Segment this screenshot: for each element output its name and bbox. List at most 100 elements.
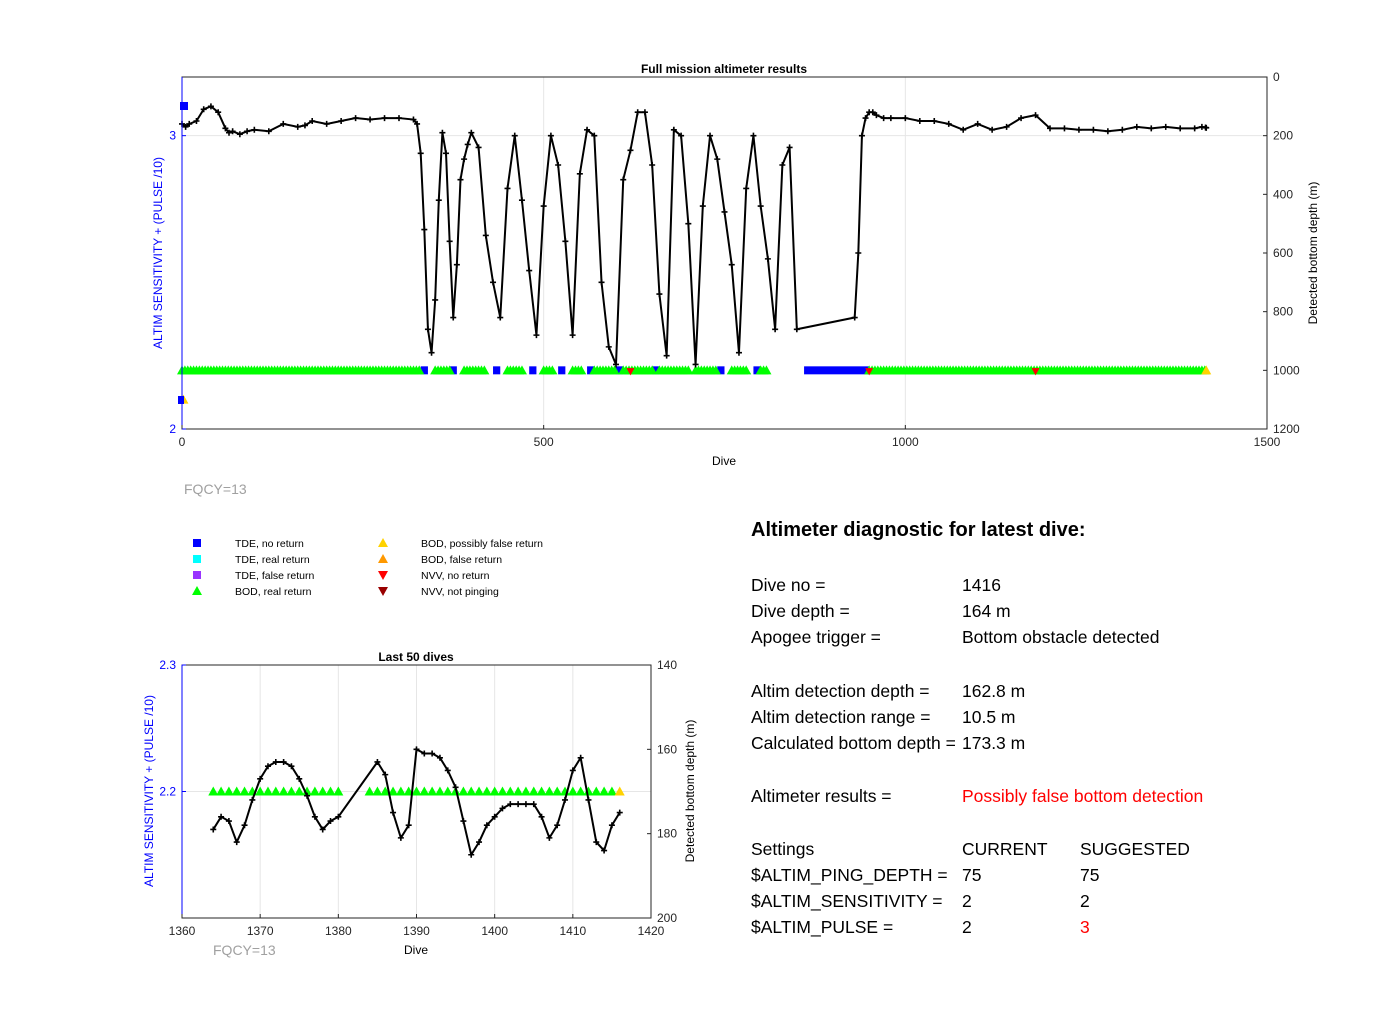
depth-point xyxy=(862,115,869,122)
y2-tick-label: 800 xyxy=(1273,305,1293,319)
depth-point xyxy=(714,156,721,163)
depth-point xyxy=(323,120,330,127)
depth-point xyxy=(249,796,256,803)
depth-point xyxy=(301,122,308,129)
y2-tick-label: 1000 xyxy=(1273,363,1300,377)
legend-marker xyxy=(378,571,388,580)
depth-point xyxy=(413,746,420,753)
depth-point xyxy=(491,813,498,820)
dive-depth-value: 164 m xyxy=(962,601,1011,621)
calc-depth-value: 173.3 m xyxy=(962,733,1026,753)
legend-marker xyxy=(192,586,202,595)
bottom-y-axis-label: ALTIM SENSITIVITY + (PULSE /10) xyxy=(142,695,156,887)
diagnostic-title: Altimeter diagnostic for latest dive: xyxy=(751,519,1086,541)
bod-real-return-marker xyxy=(458,786,469,796)
depth-point xyxy=(1191,125,1198,132)
bod-real-return-marker xyxy=(427,786,438,796)
depth-point xyxy=(692,361,699,368)
depth-point xyxy=(591,132,598,139)
bod-real-return-marker xyxy=(567,786,578,796)
bod-real-return-marker xyxy=(231,786,242,796)
bod-real-return-marker xyxy=(317,786,328,796)
legend-label: NVV, not pinging xyxy=(421,586,499,598)
depth-point xyxy=(504,185,511,192)
depth-point xyxy=(374,758,381,765)
depth-line xyxy=(181,105,1207,365)
tde-no-return-marker xyxy=(178,396,184,404)
tde-no-return-marker xyxy=(753,366,761,375)
depth-point xyxy=(468,851,475,858)
bod-real-return-marker xyxy=(481,786,492,796)
top-y-axis-label: ALTIM SENSITIVITY + (PULSE /10) xyxy=(151,157,165,349)
legend-marker xyxy=(378,538,388,547)
apogee-value: Bottom obstacle detected xyxy=(962,627,1160,647)
setting-suggested: 2 xyxy=(1080,891,1090,911)
legend-label: BOD, real return xyxy=(235,586,312,598)
depth-point xyxy=(1018,115,1025,122)
depth-point xyxy=(616,809,623,816)
depth-point xyxy=(728,261,735,268)
top-depth-line xyxy=(179,103,1210,368)
depth-point xyxy=(244,128,251,135)
results-label: Altimeter results = xyxy=(751,786,892,806)
x-tick-label: 0 xyxy=(179,435,186,449)
nvv-no-return-marker xyxy=(865,368,874,376)
depth-point xyxy=(931,118,938,124)
depth-point xyxy=(424,326,431,333)
tde-no-return-marker xyxy=(717,366,725,375)
setting-suggested-changed: 3 xyxy=(1080,917,1090,937)
depth-point xyxy=(873,112,880,119)
tde-no-return-marker xyxy=(804,366,870,375)
depth-point xyxy=(499,805,506,812)
depth-point xyxy=(649,162,656,168)
depth-point xyxy=(547,132,554,139)
depth-point xyxy=(475,144,482,151)
depth-point xyxy=(764,255,771,262)
depth-point xyxy=(1148,125,1155,132)
depth-point xyxy=(381,115,388,122)
y-tick-label: 2.3 xyxy=(159,658,176,672)
top-plot-frame xyxy=(181,76,1268,430)
depth-point xyxy=(685,220,692,227)
depth-point xyxy=(699,203,706,210)
depth-point xyxy=(414,120,421,127)
depth-point xyxy=(468,129,475,136)
bod-real-return-marker xyxy=(434,786,445,796)
setting-name: $ALTIM_PING_DEPTH = xyxy=(751,865,948,885)
bod-real-return-marker xyxy=(591,786,602,796)
tde-no-return-marker xyxy=(449,366,457,375)
setting-suggested: 75 xyxy=(1080,865,1100,885)
bod-real-return-marker xyxy=(294,786,305,796)
depth-point xyxy=(605,343,612,350)
bod-real-return-marker xyxy=(325,786,336,796)
depth-point xyxy=(280,758,287,765)
setting-current: 75 xyxy=(962,865,982,885)
depth-point xyxy=(735,349,742,356)
depth-point xyxy=(584,126,591,133)
bod-real-return-marker xyxy=(380,786,391,796)
depth-point xyxy=(222,125,229,132)
depth-point xyxy=(200,106,207,113)
tde-no-return-marker xyxy=(493,366,501,375)
depth-point xyxy=(656,291,663,298)
dive-depth-label: Dive depth = xyxy=(751,601,850,621)
depth-point xyxy=(1133,123,1140,130)
depth-point xyxy=(569,767,576,774)
depth-point xyxy=(1162,123,1169,130)
y-tick-label: 2 xyxy=(169,422,176,436)
bod-real-return-marker xyxy=(466,786,477,796)
bod-real-return-marker xyxy=(520,786,531,796)
bod-real-return-marker xyxy=(583,786,594,796)
bod-real-return-marker xyxy=(479,365,490,375)
depth-point xyxy=(288,763,295,770)
depth-point xyxy=(569,332,576,339)
x-tick-label: 1370 xyxy=(247,924,274,938)
legend-marker xyxy=(193,555,201,563)
depth-point xyxy=(750,132,757,139)
depth-point xyxy=(772,326,779,333)
settings-header: Settings xyxy=(751,839,815,859)
legend-label: BOD, false return xyxy=(421,554,502,566)
depth-point xyxy=(405,822,412,829)
bod-real-return-marker xyxy=(444,365,455,375)
